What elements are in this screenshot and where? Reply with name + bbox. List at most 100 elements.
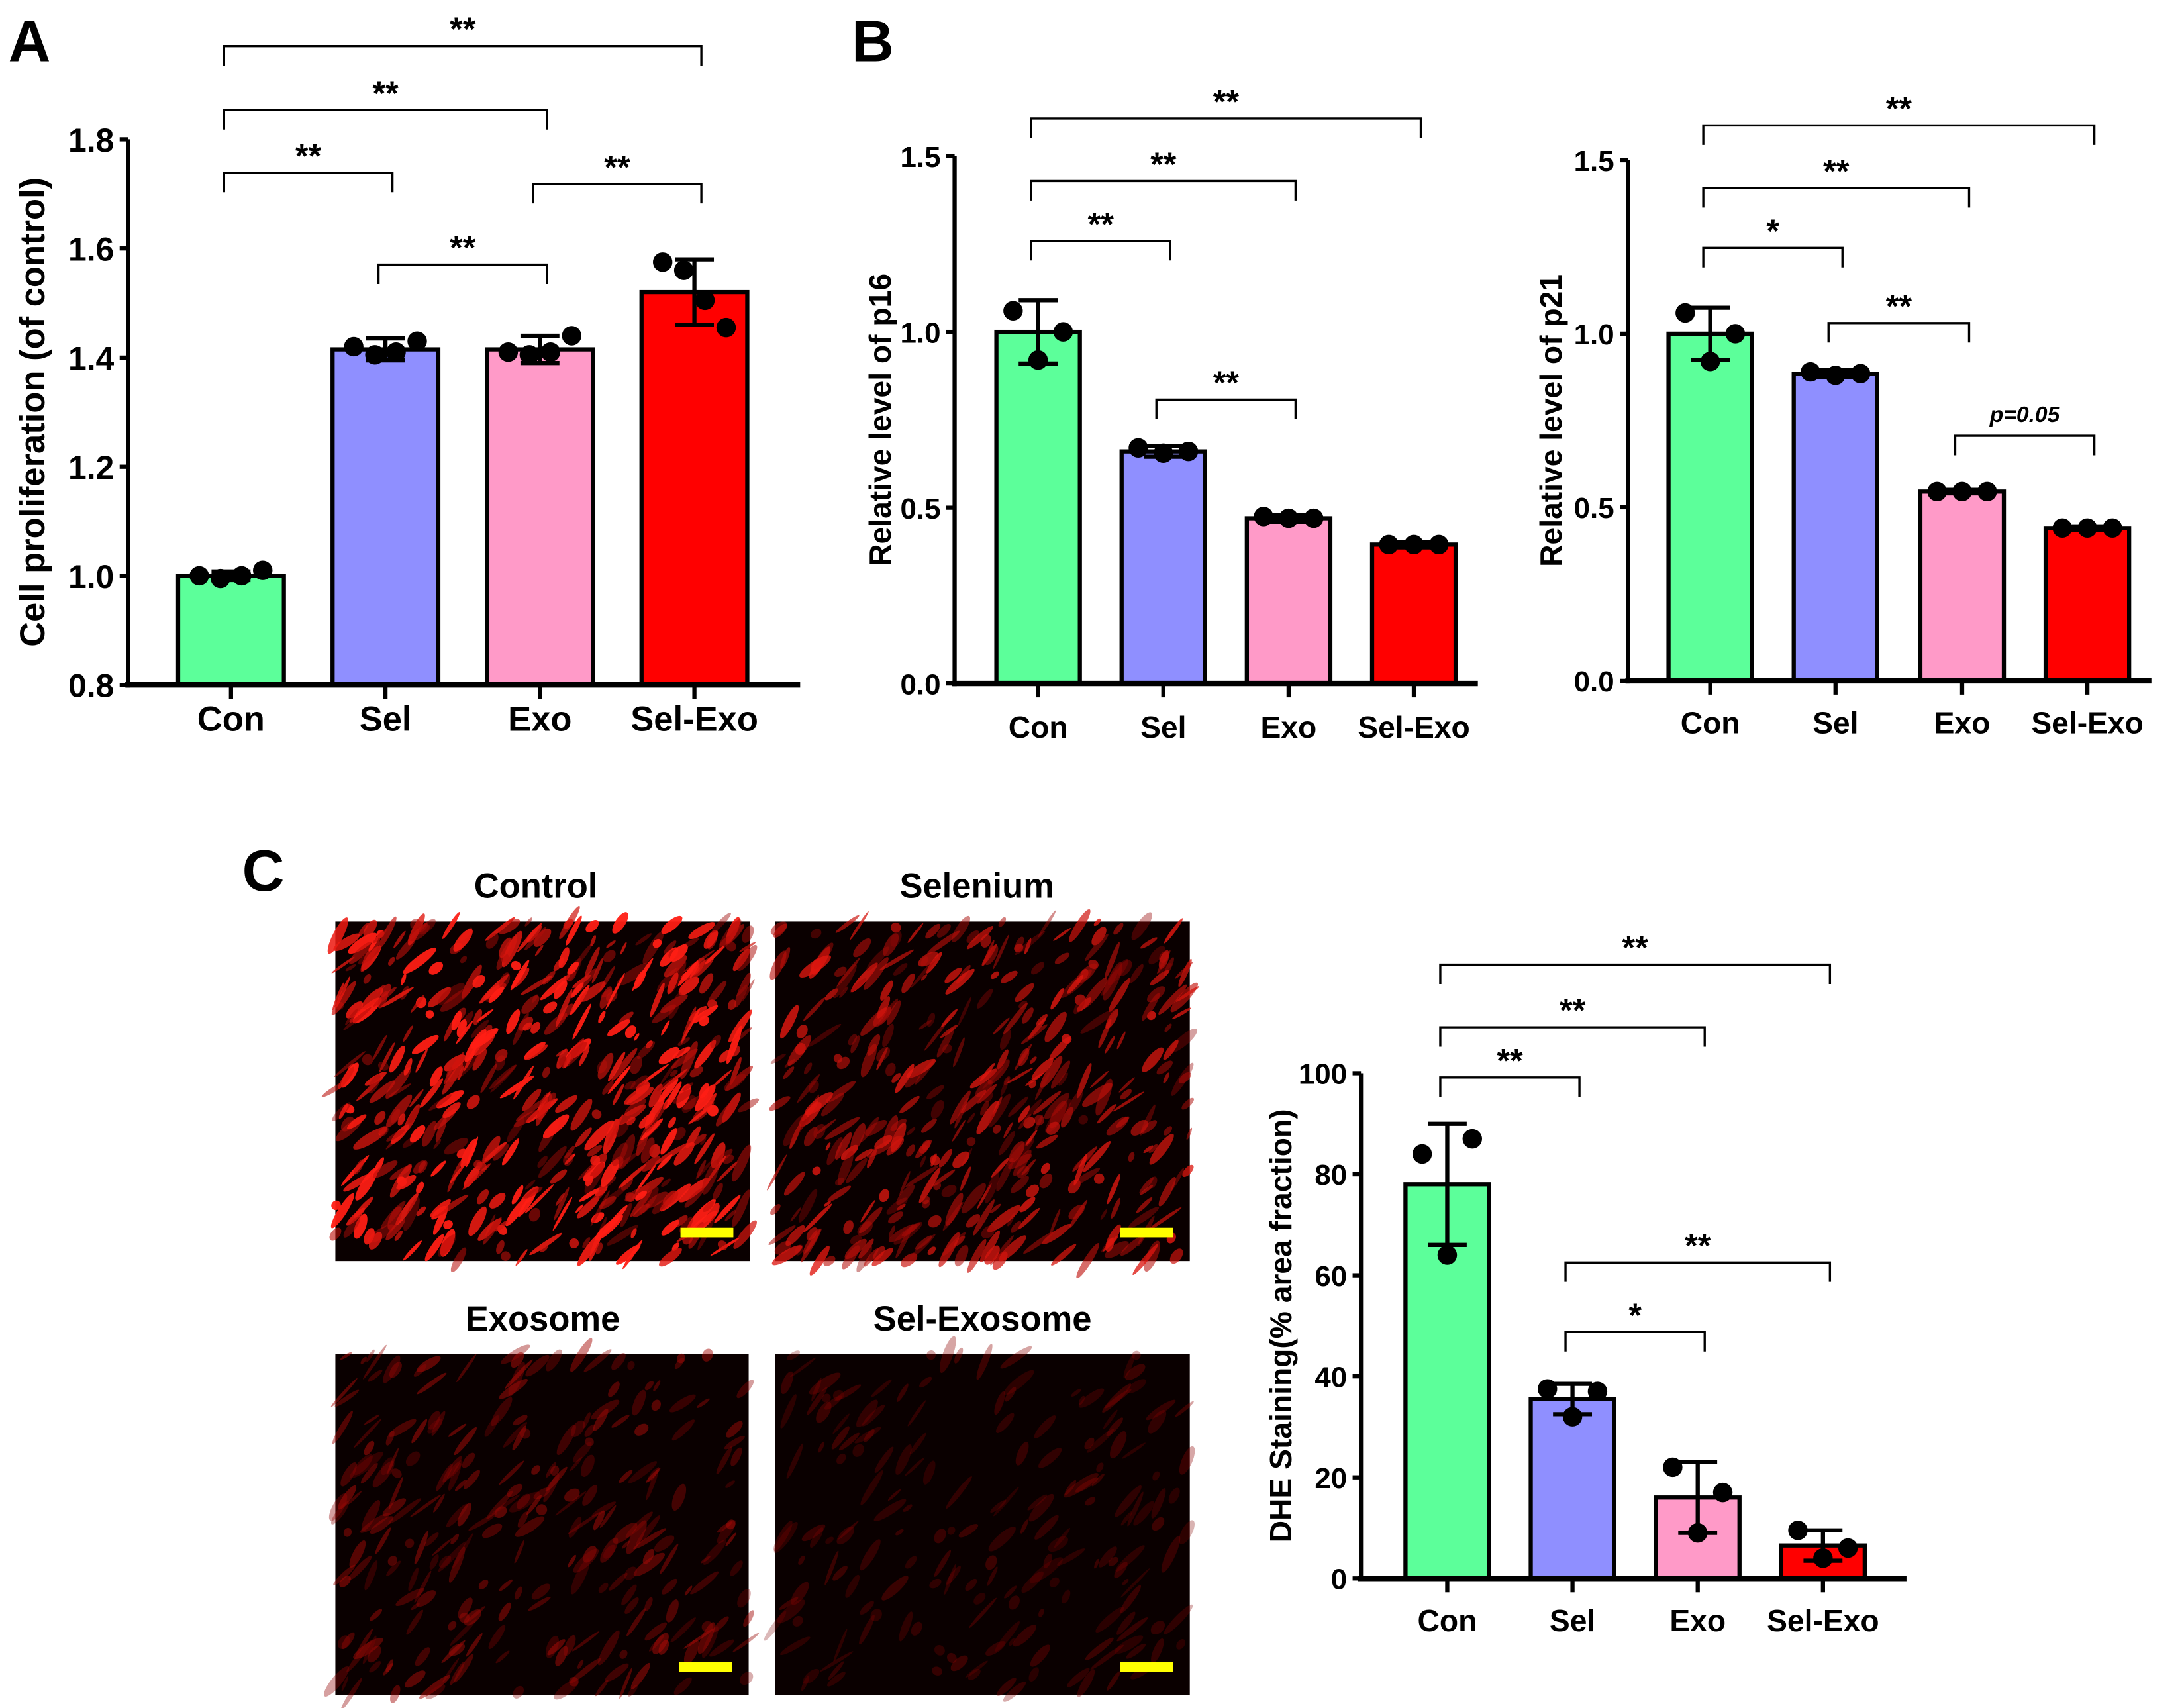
stained-cell (832, 1389, 844, 1401)
stained-cell (424, 1234, 444, 1262)
data-point (519, 345, 540, 365)
stained-cell (885, 1062, 896, 1076)
stained-cell (920, 1156, 926, 1168)
stained-cell (531, 1583, 550, 1600)
stained-cell (1161, 1535, 1181, 1573)
stained-cell (403, 947, 436, 974)
significance-label: ** (1560, 991, 1586, 1029)
stained-cell (613, 1065, 631, 1085)
stained-cell (438, 1555, 452, 1568)
stained-cell (513, 1013, 529, 1045)
stained-cell (395, 1193, 419, 1226)
stained-cell (636, 1515, 660, 1546)
data-point (1587, 1381, 1608, 1401)
stained-cell (769, 1096, 791, 1111)
stained-cell (1081, 977, 1108, 1009)
stained-cell (688, 922, 715, 940)
stained-cell (509, 1491, 540, 1513)
stained-cell (909, 1432, 926, 1455)
stained-cell (409, 1125, 426, 1143)
stained-cell (950, 1090, 971, 1125)
stained-cell (450, 1247, 467, 1273)
stained-cell (1102, 1383, 1132, 1413)
stained-cell (377, 991, 389, 1009)
stained-cell (987, 1205, 1021, 1232)
stained-cell (1148, 946, 1165, 965)
stained-cell (742, 925, 754, 943)
stained-cell (534, 944, 544, 956)
stained-cell (1073, 998, 1085, 1015)
stained-cell (1124, 1364, 1146, 1380)
stained-cell (860, 1470, 883, 1505)
stained-cell (433, 1139, 442, 1149)
significance-bracket (1439, 963, 1832, 984)
stained-cell (571, 1631, 600, 1652)
stained-cell (482, 1136, 501, 1164)
stained-cell (408, 1567, 419, 1591)
stained-cell (547, 1639, 566, 1656)
y-tick-label: 100 (1299, 1058, 1347, 1091)
stained-cell (812, 1166, 821, 1176)
stained-cell (662, 1578, 677, 1595)
stained-cell (907, 1400, 926, 1427)
stained-cell (1013, 1625, 1036, 1647)
stained-cell (368, 1074, 381, 1094)
micrograph-background (775, 1354, 1190, 1695)
stained-cell (599, 986, 613, 1009)
stained-cell (585, 1437, 594, 1446)
stained-cell (475, 1052, 482, 1066)
micrograph-control: Control (321, 867, 760, 1273)
stained-cell (994, 1391, 1005, 1415)
stained-cell (926, 930, 960, 955)
stained-cell (1182, 1164, 1194, 1178)
stained-cell (666, 1599, 679, 1623)
stained-cell (1054, 952, 1070, 964)
x-tick-label: Sel-Exo (1358, 710, 1470, 744)
stained-cell (1030, 1557, 1064, 1583)
stained-cell (1111, 1197, 1121, 1219)
stained-cell (612, 1083, 624, 1105)
y-axis-label: Relative level of p16 (863, 274, 897, 566)
stained-cell (540, 1245, 548, 1252)
stained-cell (536, 1097, 548, 1126)
stained-cell (1091, 927, 1107, 946)
stained-cell (660, 1543, 679, 1574)
stained-cell (1015, 930, 1046, 956)
stained-cell (496, 1240, 505, 1254)
stained-cell (403, 1104, 420, 1133)
stained-cell (671, 1242, 680, 1251)
data-point (189, 566, 209, 586)
stained-cell (579, 1046, 590, 1066)
stained-cell (890, 930, 902, 947)
stained-cell (536, 1504, 548, 1515)
stained-cell (531, 1465, 540, 1475)
x-tick-label: Sel-Exo (630, 700, 758, 739)
data-point (211, 568, 230, 589)
stained-cell (598, 1583, 609, 1593)
stained-cell (506, 1009, 521, 1034)
stained-cell (1120, 1236, 1144, 1256)
bar-sel-exo (1369, 542, 1458, 686)
stained-cell (345, 1008, 358, 1026)
stained-cell (1120, 1568, 1150, 1598)
stained-cell (669, 1394, 696, 1413)
data-point (1788, 1521, 1808, 1540)
stained-cell (890, 922, 901, 933)
stained-cell (1020, 1024, 1048, 1044)
stained-cell (739, 1672, 754, 1685)
stained-cell (877, 996, 891, 1019)
stained-cell (333, 1564, 356, 1585)
stained-cell (856, 1244, 873, 1273)
stained-cell (401, 974, 407, 985)
stained-cell (837, 1150, 854, 1186)
stained-cell (419, 1675, 451, 1699)
y-tick-label: 0.0 (1574, 666, 1614, 698)
stained-cell (566, 915, 582, 946)
stained-cell (773, 1521, 793, 1552)
stained-cell (652, 1199, 666, 1215)
micrograph-exosome: Exosome (324, 1299, 760, 1708)
scale-bar (680, 1227, 734, 1238)
y-tick-label: 1.0 (1574, 319, 1614, 351)
stained-cell (410, 994, 425, 1013)
stained-cell (704, 945, 725, 965)
